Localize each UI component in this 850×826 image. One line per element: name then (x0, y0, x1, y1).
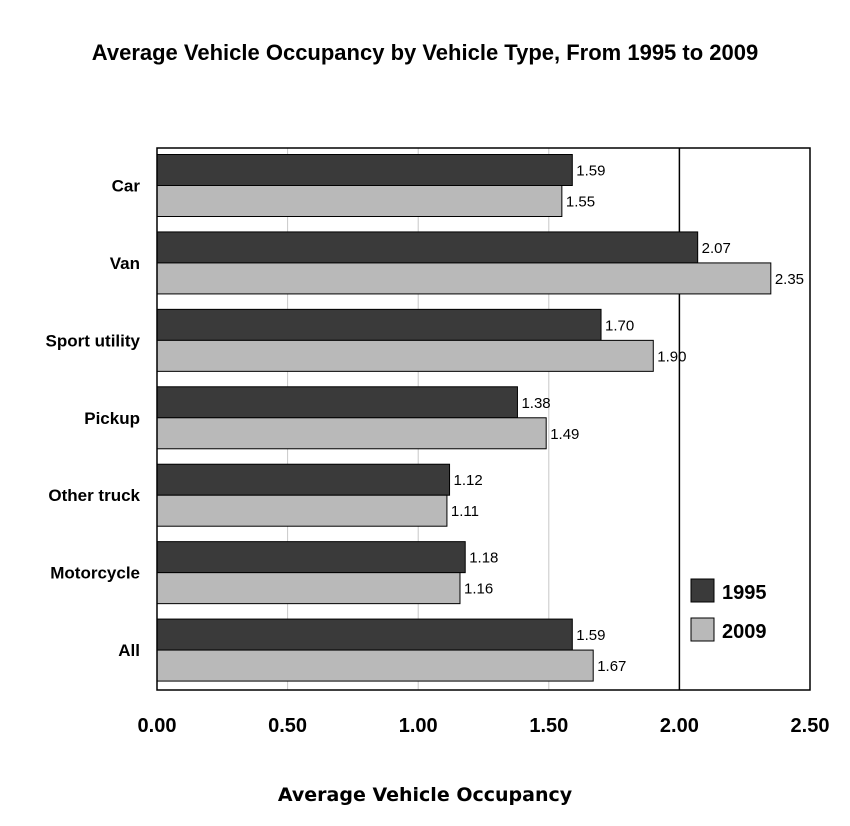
x-axis-label: Average Vehicle Occupancy (277, 784, 573, 806)
category-label: Other truck (48, 486, 140, 505)
bar-2009 (156, 339, 654, 372)
data-label-1995: 2.07 (702, 240, 731, 257)
data-labels: 1.59 1.55 2.07 2.35 1.70 1.90 1.381.49 1.12 1.11… (451, 163, 804, 676)
x-tick-label: 1.00 (399, 715, 438, 737)
bar-1995 (156, 541, 466, 574)
x-tick-label: 2.00 (660, 715, 699, 737)
bars (156, 154, 772, 682)
data-label-1995: 1.18 (469, 550, 498, 567)
data-label-2009: 1.67 (597, 658, 626, 675)
bar-1995 (156, 231, 699, 264)
category-label: All (118, 641, 140, 660)
chart-title: Average Vehicle Occupancy by Vehicle Typ… (91, 40, 759, 65)
bar-2009 (156, 494, 448, 527)
data-label-2009: 1.90 (657, 348, 686, 365)
category-label: Motorcycle (50, 564, 140, 583)
data-label-1995: 1.12 (454, 472, 483, 489)
data-label-2009: 1.55 (566, 194, 595, 211)
category-label: Van (110, 254, 140, 273)
data-label-2009: 1.11 (451, 503, 479, 520)
bar-2009 (156, 417, 547, 450)
legend-label-1995: 1995 (722, 582, 767, 604)
x-tick-label: 1.50 (529, 715, 568, 737)
legend-swatch-2009 (690, 617, 715, 642)
data-label-1995: 1.59 (576, 627, 605, 644)
legend-swatch-1995 (690, 578, 715, 603)
data-label-2009: 1.49 (550, 426, 579, 443)
data-label-1995: 1.70 (605, 317, 634, 334)
bar-1995 (156, 463, 451, 496)
bar-1995 (156, 154, 573, 186)
x-tick-label: 0.50 (268, 715, 307, 737)
data-label-2009: 2.35 (775, 271, 804, 288)
category-label: Sport utility (46, 331, 141, 350)
bar-2009 (156, 649, 594, 682)
data-label-1995: 1.59 (576, 163, 605, 180)
x-tick-labels: 0.00 0.50 1.00 1.50 2.00 2.50 (138, 715, 830, 737)
legend: 1995 2009 (690, 578, 767, 643)
category-label: Pickup (84, 409, 140, 428)
bar-1995 (156, 386, 518, 419)
x-tick-label: 2.50 (791, 715, 830, 737)
x-tick-label: 0.00 (138, 715, 177, 737)
data-label-2009: 1.16 (464, 581, 493, 598)
bar-2009 (156, 262, 772, 295)
legend-label-2009: 2009 (722, 621, 767, 643)
category-label: Car (112, 177, 141, 196)
bar-2009 (156, 185, 563, 217)
bar-1995 (156, 618, 573, 651)
category-labels: Car Van Sport utility Pickup Other truck Moto… (46, 177, 141, 661)
plot-frame (156, 147, 811, 691)
bar-1995 (156, 308, 602, 341)
data-label-1995: 1.38 (521, 395, 550, 412)
bar-2009 (156, 572, 461, 605)
